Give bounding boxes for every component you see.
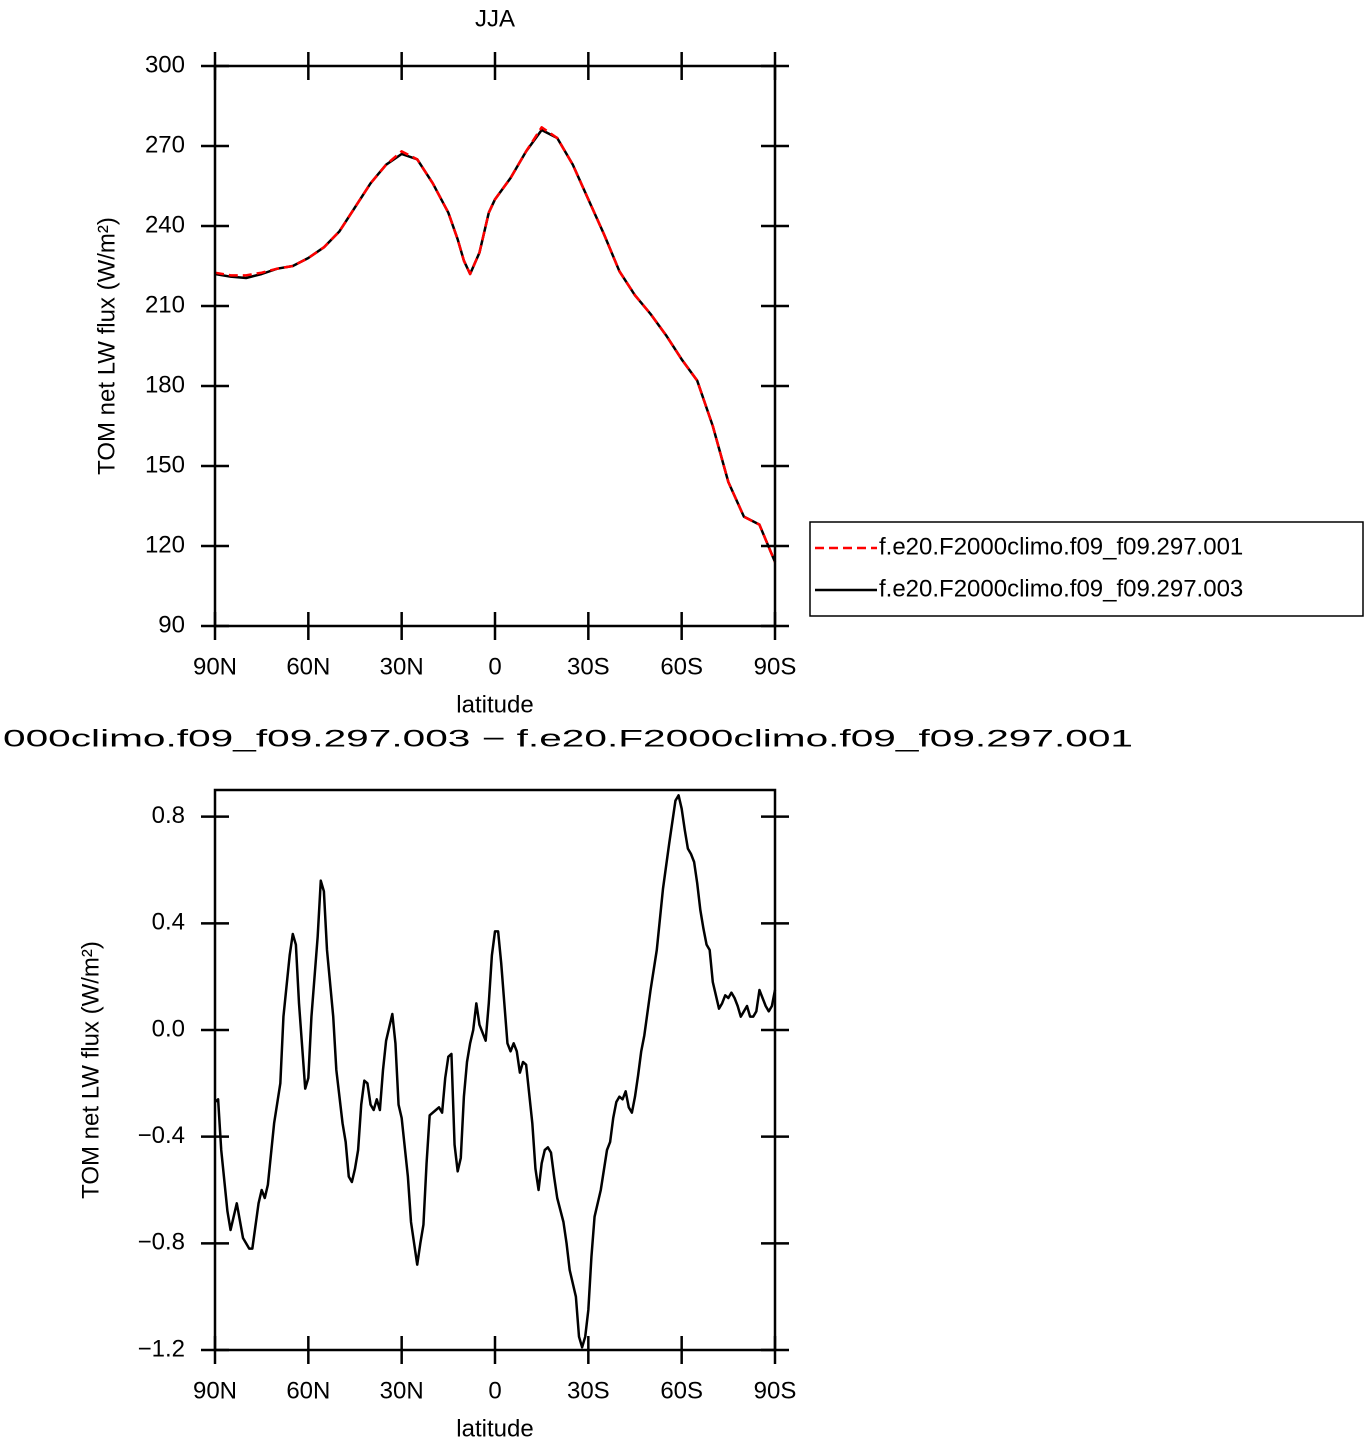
- x-tick-label: 30N: [380, 653, 424, 680]
- y-tick-label: 300: [145, 51, 185, 78]
- plot-frame: [213, 64, 777, 628]
- legend-label: f.e20.F2000climo.f09_f09.297.001: [879, 533, 1243, 560]
- x-tick-label: 0: [488, 1377, 501, 1404]
- x-tick-label: 0: [488, 653, 501, 680]
- legend-box: [809, 521, 1364, 617]
- y-tick-label: 270: [145, 131, 185, 158]
- x-axis-label: latitude: [456, 1415, 533, 1442]
- y-tick-label: 0.0: [152, 1015, 185, 1042]
- data-line: [214, 128, 777, 563]
- y-tick-label: 240: [145, 211, 185, 238]
- y-tick-label: 0.4: [152, 909, 185, 936]
- y-tick-label: −0.4: [138, 1122, 185, 1149]
- x-tick-label: 60N: [286, 1377, 330, 1404]
- x-tick-label: 90N: [193, 1377, 237, 1404]
- y-axis-label: TOM net LW flux (W/m²): [93, 217, 120, 475]
- y-tick-label: 120: [145, 531, 185, 558]
- x-tick-label: 90N: [193, 653, 237, 680]
- y-tick-label: 90: [158, 611, 185, 638]
- x-axis-label: latitude: [456, 691, 533, 718]
- chart-title: 000climo.f09_f09.297.003 − f.e20.F2000cl…: [3, 725, 1133, 752]
- data-line: [214, 794, 777, 1349]
- x-tick-label: 60S: [660, 653, 703, 680]
- x-tick-label: 90S: [754, 1377, 797, 1404]
- x-tick-label: 60N: [286, 653, 330, 680]
- plot-frame: [213, 788, 777, 1352]
- y-axis-label: TOM net LW flux (W/m²): [77, 941, 104, 1199]
- x-tick-label: 90S: [754, 653, 797, 680]
- x-tick-label: 30S: [567, 1377, 610, 1404]
- x-tick-label: 30S: [567, 653, 610, 680]
- y-tick-label: −1.2: [138, 1335, 185, 1362]
- y-tick-label: 150: [145, 451, 185, 478]
- y-tick-label: −0.8: [138, 1229, 185, 1256]
- y-tick-label: 0.8: [152, 802, 185, 829]
- x-tick-label: 30N: [380, 1377, 424, 1404]
- data-line: [214, 126, 777, 563]
- y-tick-label: 180: [145, 371, 185, 398]
- chart-title: JJA: [475, 5, 515, 32]
- y-tick-label: 210: [145, 291, 185, 318]
- legend-label: f.e20.F2000climo.f09_f09.297.003: [879, 575, 1243, 602]
- x-tick-label: 60S: [660, 1377, 703, 1404]
